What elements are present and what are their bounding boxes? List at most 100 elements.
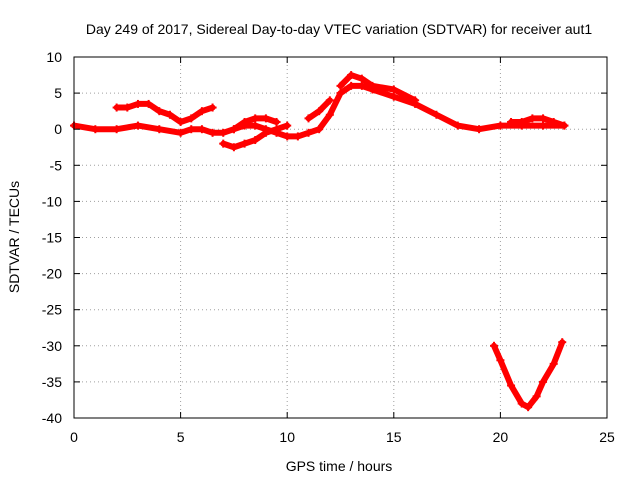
data-point bbox=[357, 74, 366, 83]
data-point bbox=[197, 125, 206, 134]
data-point bbox=[517, 399, 526, 408]
data-point bbox=[208, 128, 217, 137]
data-point bbox=[283, 121, 292, 130]
data-point bbox=[133, 99, 142, 108]
data-point bbox=[176, 117, 185, 126]
x-tick-label: 0 bbox=[70, 429, 78, 445]
y-axis-label: SDTVAR / TECUs bbox=[6, 181, 22, 293]
data-point bbox=[475, 125, 484, 134]
data-point bbox=[507, 381, 516, 390]
data-point bbox=[411, 96, 420, 105]
series-line bbox=[337, 72, 419, 104]
y-tick-label: -10 bbox=[42, 193, 62, 209]
data-point bbox=[496, 356, 505, 365]
x-tick-label: 10 bbox=[279, 429, 295, 445]
data-point bbox=[304, 128, 313, 137]
data-point bbox=[219, 139, 228, 148]
y-tick-label: 0 bbox=[54, 121, 62, 137]
series-line bbox=[491, 339, 566, 411]
data-point bbox=[368, 81, 377, 90]
data-point bbox=[208, 103, 217, 112]
series-short-arc-e bbox=[507, 114, 569, 130]
series-v-dip bbox=[490, 338, 567, 412]
data-point bbox=[336, 89, 345, 98]
data-point bbox=[347, 81, 356, 90]
data-point bbox=[315, 107, 324, 116]
data-point bbox=[539, 377, 548, 386]
y-tick-label: -35 bbox=[42, 374, 62, 390]
data-point bbox=[539, 114, 548, 123]
data-point bbox=[155, 125, 164, 134]
y-tick-label: 5 bbox=[54, 85, 62, 101]
data-point bbox=[453, 121, 462, 130]
data-point bbox=[347, 71, 356, 80]
y-tick-label: -40 bbox=[42, 410, 62, 426]
series-short-arc-b bbox=[219, 121, 292, 152]
data-point bbox=[251, 114, 260, 123]
data-point bbox=[507, 117, 516, 126]
series-short-arc-a bbox=[112, 99, 217, 126]
data-point bbox=[155, 107, 164, 116]
series-line bbox=[113, 100, 216, 125]
x-tick-label: 20 bbox=[493, 429, 509, 445]
series-short-arc-c bbox=[229, 114, 281, 134]
data-point bbox=[251, 121, 260, 130]
ticks: 0 5 10 15 20 25 -40 -35 -30 -25 -20 -15 -10 -5 0 5 10 bbox=[42, 49, 615, 445]
data-point bbox=[272, 117, 281, 126]
data-point bbox=[517, 117, 526, 126]
data-point bbox=[261, 128, 270, 137]
data-point bbox=[112, 103, 121, 112]
data-point bbox=[112, 125, 121, 134]
data-point bbox=[549, 359, 558, 368]
data-point bbox=[240, 139, 249, 148]
data-point bbox=[187, 125, 196, 134]
data-point bbox=[261, 114, 270, 123]
y-tick-label: -25 bbox=[42, 302, 62, 318]
data-point bbox=[229, 125, 238, 134]
data-point bbox=[432, 110, 441, 119]
data-point bbox=[560, 121, 569, 130]
data-point bbox=[165, 110, 174, 119]
data-point bbox=[283, 132, 292, 141]
data-point bbox=[123, 103, 132, 112]
data-point bbox=[389, 92, 398, 101]
data-point bbox=[251, 136, 260, 145]
data-point bbox=[144, 99, 153, 108]
chart-title: Day 249 of 2017, Sidereal Day-to-day VTE… bbox=[86, 21, 593, 37]
data-point bbox=[176, 128, 185, 137]
y-tick-label: -5 bbox=[50, 157, 63, 173]
data-point bbox=[91, 125, 100, 134]
data-point bbox=[197, 107, 206, 116]
data-point bbox=[528, 114, 537, 123]
data-point bbox=[490, 341, 499, 350]
data-point bbox=[549, 117, 558, 126]
data-point bbox=[272, 125, 281, 134]
data-point bbox=[325, 110, 334, 119]
data-point bbox=[539, 121, 548, 130]
series-short-arc-d bbox=[304, 96, 334, 123]
data-point bbox=[240, 117, 249, 126]
x-tick-label: 5 bbox=[177, 429, 185, 445]
data-point bbox=[389, 85, 398, 94]
data-point bbox=[229, 143, 238, 152]
data-point bbox=[293, 132, 302, 141]
data-point bbox=[304, 114, 313, 123]
data-point bbox=[133, 121, 142, 130]
x-tick-label: 25 bbox=[599, 429, 615, 445]
data-point bbox=[315, 125, 324, 134]
data-point bbox=[558, 338, 567, 347]
y-tick-label: -15 bbox=[42, 230, 62, 246]
data-point bbox=[524, 403, 533, 412]
data-point bbox=[496, 121, 505, 130]
x-axis-label: GPS time / hours bbox=[286, 458, 393, 474]
y-tick-label: -20 bbox=[42, 266, 62, 282]
y-tick-label: -30 bbox=[42, 338, 62, 354]
x-tick-label: 15 bbox=[386, 429, 402, 445]
series-upper-arc bbox=[336, 71, 420, 105]
data-point bbox=[357, 81, 366, 90]
y-tick-label: 10 bbox=[46, 49, 62, 65]
data-point bbox=[532, 392, 541, 401]
data-point bbox=[187, 114, 196, 123]
series-layer bbox=[70, 71, 569, 412]
